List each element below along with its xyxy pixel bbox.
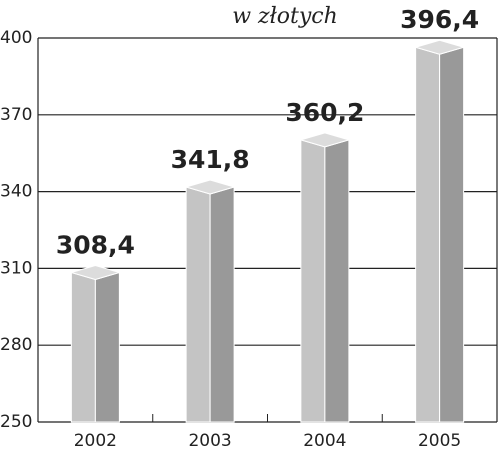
x-tick-label: 2004 [303, 431, 346, 451]
value-label: 308,4 [56, 230, 135, 259]
bar-top [299, 132, 351, 148]
y-tick-label: 310 [0, 258, 32, 278]
bar [69, 264, 122, 423]
y-tick-label: 340 [0, 182, 32, 202]
y-tick-label: 250 [0, 412, 32, 432]
y-tick-label: 400 [0, 28, 32, 48]
bar-front [185, 186, 211, 423]
value-label: 360,2 [285, 98, 364, 127]
bar-front [300, 139, 326, 423]
bar-top [69, 264, 122, 281]
chart-subtitle: w złotych [232, 4, 338, 29]
x-tick-label: 2003 [188, 431, 231, 451]
value-label: 396,4 [400, 5, 479, 34]
bar-side [439, 46, 465, 423]
bar [184, 179, 236, 423]
bar [413, 39, 466, 423]
x-tick-label: 2005 [418, 431, 461, 451]
bar-front [415, 46, 441, 423]
bar-top [184, 179, 236, 195]
bar [299, 132, 351, 423]
y-tick-label: 370 [0, 105, 32, 125]
bar-side [94, 271, 120, 423]
bar-top [413, 39, 466, 55]
bar-side [324, 139, 350, 423]
x-tick-label: 2002 [74, 431, 117, 451]
value-label: 341,8 [171, 145, 250, 174]
y-tick-label: 280 [0, 335, 32, 355]
bar-side [209, 186, 235, 423]
bar-front [70, 271, 96, 423]
